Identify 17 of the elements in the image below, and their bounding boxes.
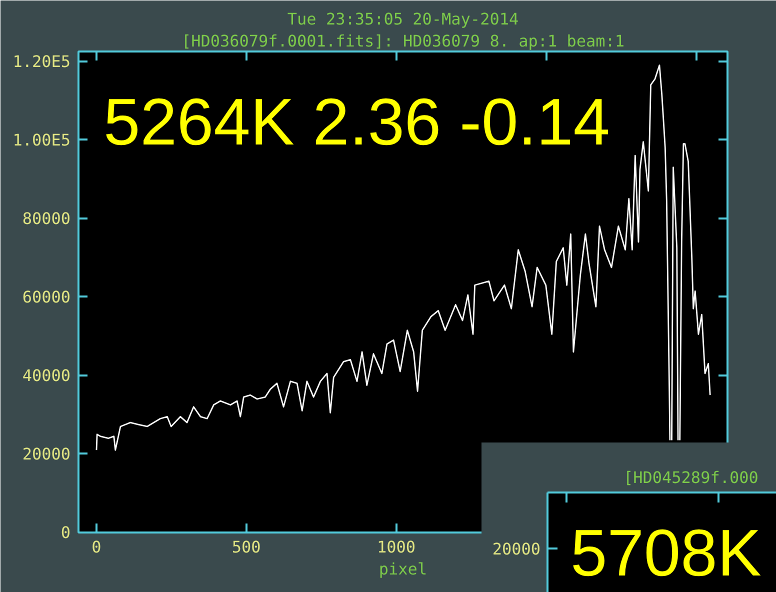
x-tick-label: 500 bbox=[232, 538, 261, 556]
y-tick-label: 0 bbox=[60, 523, 71, 542]
text: 20000 bbox=[492, 540, 541, 558]
y-tick-label: 20000 bbox=[22, 444, 71, 464]
x-tick-label: 0 bbox=[92, 538, 102, 556]
y-tick-label: 40000 bbox=[22, 366, 71, 385]
text: [HD045289f.000 bbox=[624, 468, 758, 487]
y-tick-label: 1.20E5 bbox=[12, 52, 70, 71]
x-axis-title: pixel bbox=[378, 560, 428, 578]
chart-title: Tue 23:35:05 20-May-2014 bbox=[287, 10, 519, 28]
y-tick-label: 80000 bbox=[22, 208, 71, 228]
chart-subtitle: [HD036079f.0001.fits]: HD036079 8. ap:1 beam:1 bbox=[181, 32, 625, 50]
y-tick-label: 60000 bbox=[22, 287, 71, 306]
annotation: 5264K 2.36 -0.14 bbox=[104, 84, 610, 158]
y-tick-label: 1.00E5 bbox=[12, 130, 70, 150]
x-tick-label: 1000 bbox=[376, 538, 416, 556]
annotation: 5708K bbox=[570, 516, 762, 590]
